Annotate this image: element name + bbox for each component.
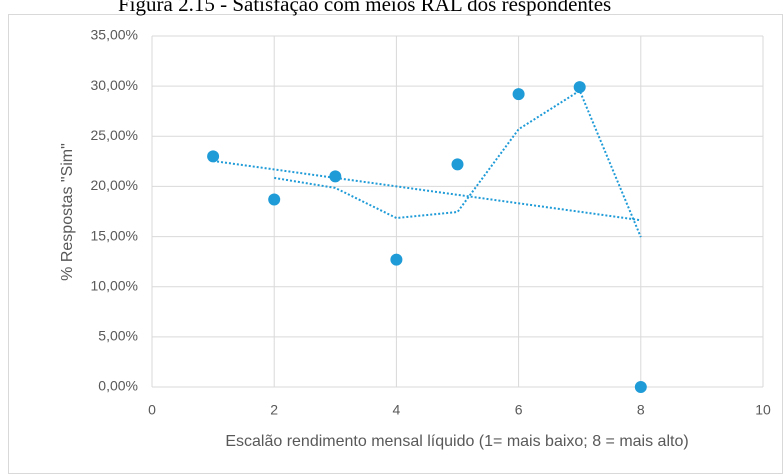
x-axis-title: Escalão rendimento mensal líquido (1= ma… xyxy=(225,433,688,450)
data-point xyxy=(512,88,525,101)
chart-title: Figura 2.15 - Satisfação com meios RAL d… xyxy=(118,0,611,16)
data-point xyxy=(573,81,586,94)
x-tick-label: 10 xyxy=(755,402,771,418)
y-tick-label: 0,00% xyxy=(98,378,138,394)
y-tick-label: 25,00% xyxy=(91,127,138,143)
y-tick-label: 15,00% xyxy=(91,227,138,243)
data-point xyxy=(207,150,220,163)
y-axis-title: % Respostas "Sim" xyxy=(59,143,76,281)
y-tick-label: 20,00% xyxy=(91,177,138,193)
data-point xyxy=(268,193,281,206)
y-tick-label: 35,00% xyxy=(91,27,138,43)
x-tick-label: 6 xyxy=(515,402,523,418)
x-tick-label: 2 xyxy=(270,402,278,418)
y-tick-label: 30,00% xyxy=(91,77,138,93)
x-tick-label: 0 xyxy=(148,402,156,418)
x-tick-label: 8 xyxy=(637,402,645,418)
x-tick-label: 4 xyxy=(393,402,401,418)
data-point xyxy=(329,170,342,183)
trendline xyxy=(274,89,642,238)
y-tick-label: 10,00% xyxy=(91,277,138,293)
chart-frame xyxy=(8,14,783,474)
data-point xyxy=(451,158,464,171)
data-point xyxy=(390,253,403,266)
y-tick-label: 5,00% xyxy=(98,328,138,344)
data-point xyxy=(634,381,647,393)
